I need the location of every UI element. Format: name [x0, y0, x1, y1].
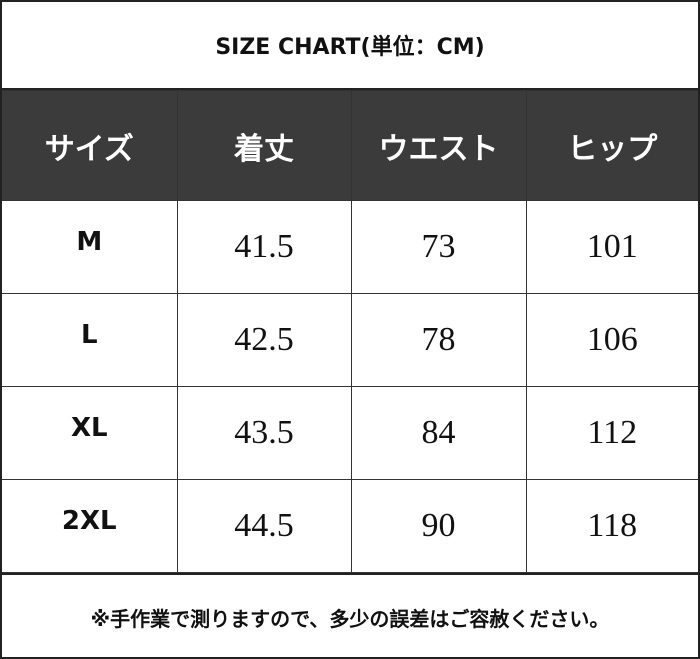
header-waist: ウエスト — [350, 90, 527, 201]
table-row: M 41.5 73 101 — [2, 200, 698, 294]
waist-cell: 84 — [350, 386, 527, 480]
waist-cell: 90 — [350, 479, 527, 573]
header-size: サイズ — [2, 90, 178, 201]
length-cell: 42.5 — [176, 293, 352, 387]
table-row: 2XL 44.5 90 118 — [2, 479, 698, 573]
length-cell: 44.5 — [176, 479, 352, 573]
header-hip: ヒップ — [525, 90, 698, 201]
size-cell: 2XL — [2, 479, 178, 573]
header-row: サイズ 着丈 ウエスト ヒップ — [2, 90, 698, 201]
hip-cell: 101 — [525, 200, 698, 294]
table-row: L 42.5 78 106 — [2, 293, 698, 387]
size-table: サイズ 着丈 ウエスト ヒップ M 41.5 73 101 L 42.5 78 … — [2, 90, 698, 573]
hip-cell: 118 — [525, 479, 698, 573]
size-cell: XL — [2, 386, 178, 480]
length-cell: 43.5 — [176, 386, 352, 480]
chart-title: SIZE CHART(単位：CM) — [2, 2, 698, 90]
measurement-note: ※手作業で測りますので、多少の誤差はご容赦ください。 — [2, 573, 698, 657]
waist-cell: 78 — [350, 293, 527, 387]
table-row: XL 43.5 84 112 — [2, 386, 698, 480]
size-cell: M — [2, 200, 178, 294]
size-cell: L — [2, 293, 178, 387]
waist-cell: 73 — [350, 200, 527, 294]
header-length: 着丈 — [176, 90, 352, 201]
hip-cell: 112 — [525, 386, 698, 480]
length-cell: 41.5 — [176, 200, 352, 294]
hip-cell: 106 — [525, 293, 698, 387]
